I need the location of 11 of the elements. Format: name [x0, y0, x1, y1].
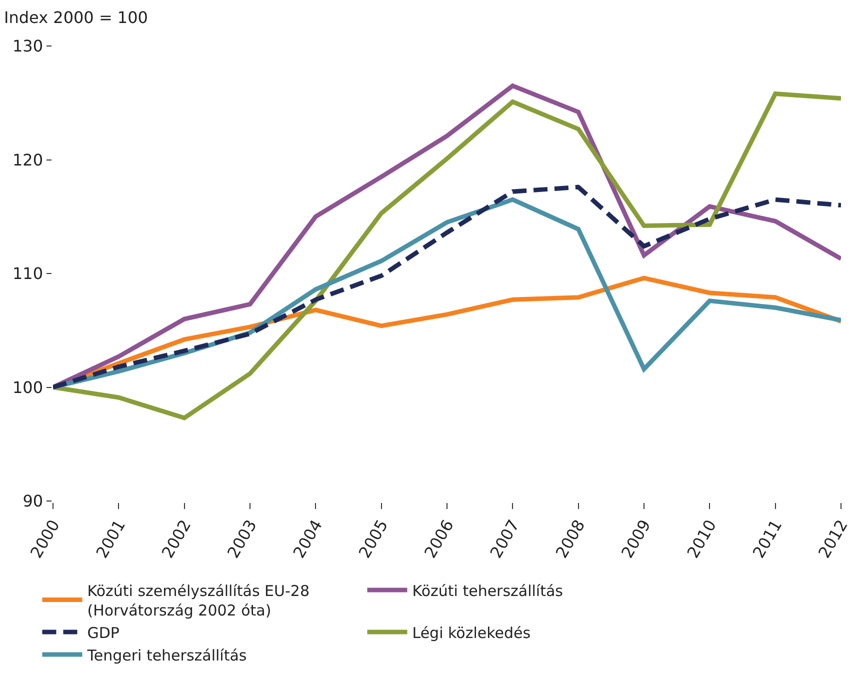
legend-label: Tengeri teherszállítás	[86, 646, 247, 664]
y-tick-label: 130	[12, 36, 44, 56]
legend-label: Közúti személyszállítás EU-28 (Horvátország 2002 óta)	[87, 582, 310, 620]
y-tick-label: 120	[12, 150, 44, 170]
legend-label: Légi közlekedés	[412, 624, 531, 642]
y-axis-title: Index 2000 = 100	[4, 8, 148, 27]
y-tick-label: 100	[12, 378, 44, 397]
legend-label: GDP	[87, 624, 120, 642]
y-tick-label: 90	[22, 492, 44, 511]
y-tick-label: 110	[12, 264, 44, 284]
legend-label: Közúti teherszállítás	[412, 582, 564, 600]
